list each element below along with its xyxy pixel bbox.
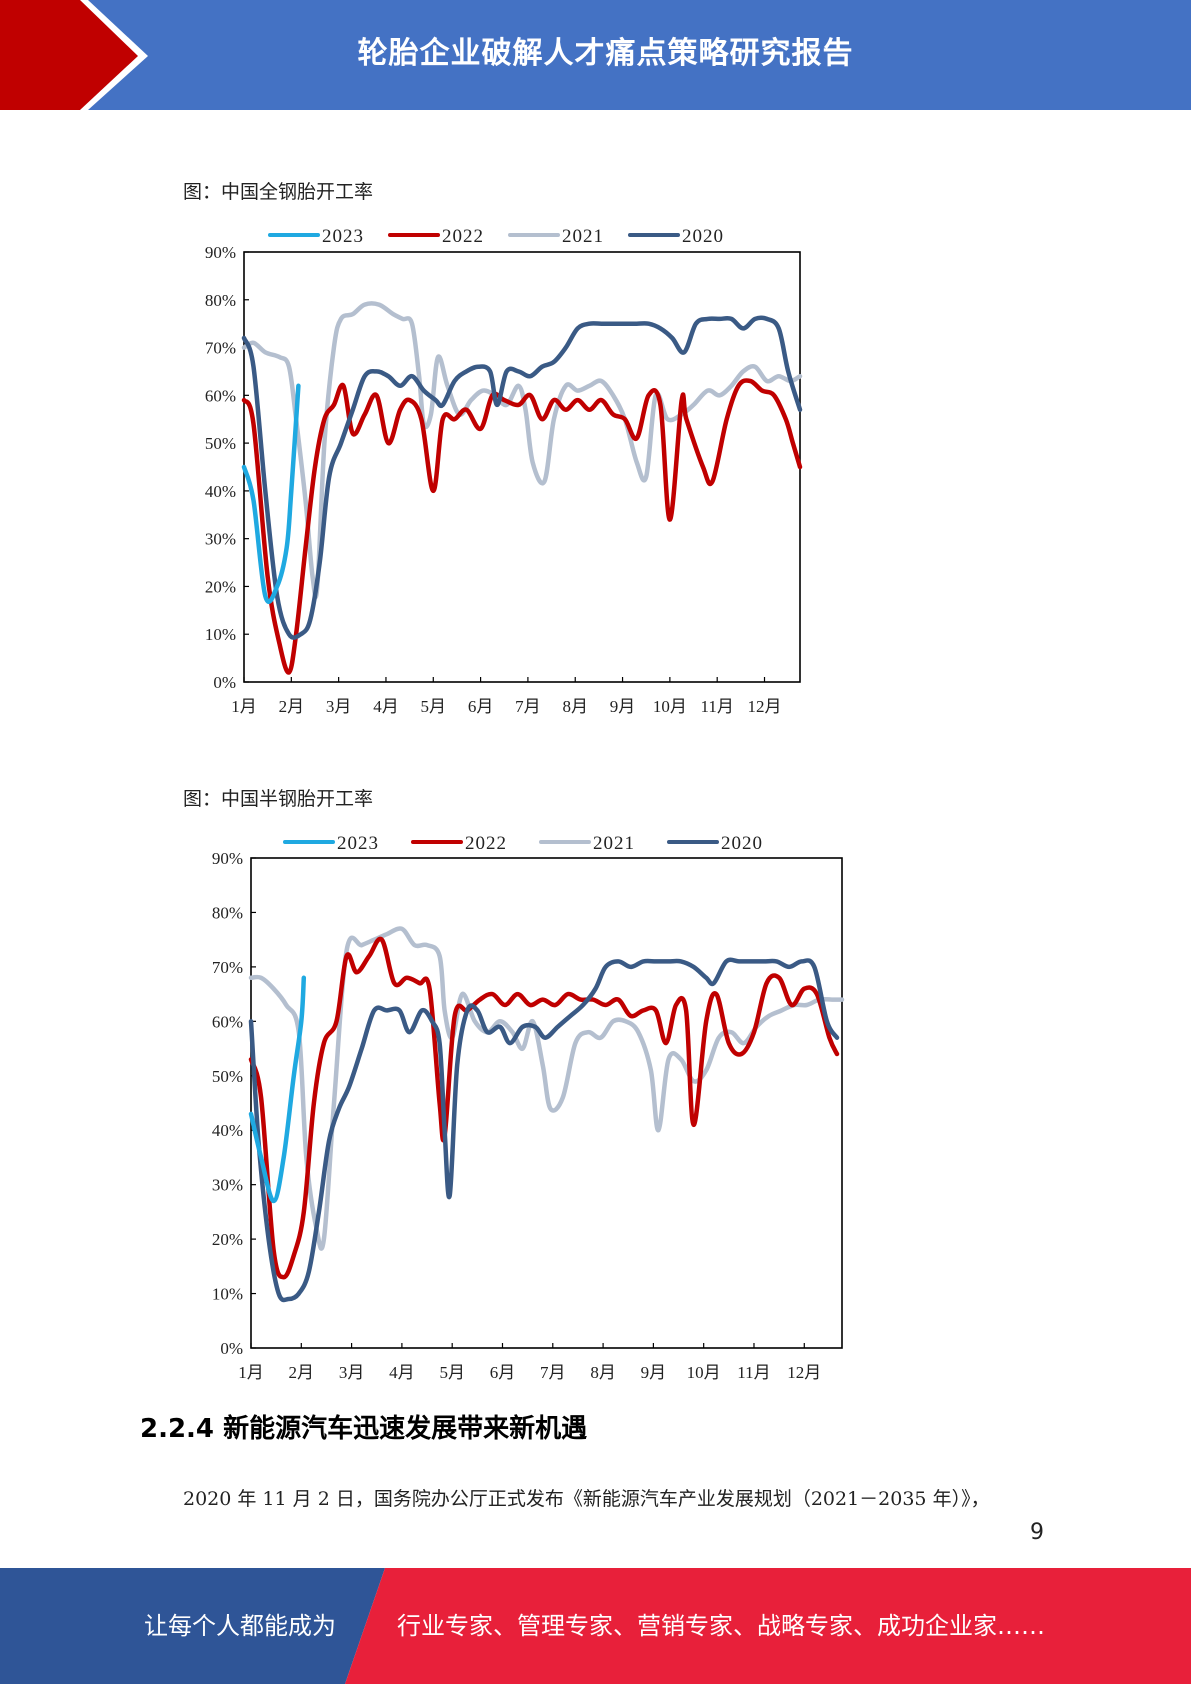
series-line-2023	[248, 975, 307, 1204]
x-tick-label: 5月	[439, 1363, 465, 1382]
plot-frame	[250, 857, 843, 1349]
x-tick-label: 12月	[787, 1363, 821, 1382]
x-tick-label: 4月	[389, 1363, 415, 1382]
x-tick-label: 4月	[373, 697, 399, 716]
legend-label-2023: 2023	[322, 226, 364, 247]
series-line-2022	[248, 936, 840, 1280]
x-tick-label: 2月	[279, 697, 305, 716]
footer-slogan-left: 让每个人都能成为	[144, 1612, 336, 1640]
x-tick-label: 12月	[748, 697, 782, 716]
y-tick-label: 70%	[205, 339, 236, 358]
y-tick-label: 0%	[213, 673, 236, 692]
y-tick-label: 30%	[212, 1176, 243, 1195]
series-line-2020	[248, 957, 840, 1303]
x-tick-label: 10月	[687, 1363, 721, 1382]
x-tick-label: 2月	[289, 1363, 315, 1382]
y-tick-label: 90%	[205, 243, 236, 262]
header-blue-band	[0, 0, 1191, 110]
legend-label-2020: 2020	[721, 833, 763, 854]
x-tick-label: 11月	[737, 1363, 770, 1382]
page-number: 9	[1030, 1520, 1044, 1545]
x-tick-label: 1月	[231, 697, 257, 716]
footer-red-band	[345, 1568, 1191, 1684]
section-heading: 2.2.4 新能源汽车迅速发展带来新机遇	[140, 1414, 588, 1444]
y-tick-label: 90%	[212, 849, 243, 868]
x-tick-label: 9月	[610, 697, 636, 716]
series-line-2020	[241, 315, 803, 640]
x-tick-label: 11月	[701, 697, 734, 716]
report-title: 轮胎企业破解人才痛点策略研究报告	[357, 36, 854, 71]
x-tick-label: 6月	[490, 1363, 516, 1382]
y-tick-label: 50%	[205, 434, 236, 453]
y-tick-label: 80%	[212, 903, 243, 922]
series-line-2021	[248, 926, 845, 1251]
body-paragraph: 2020 年 11 月 2 日，国务院办公厅正式发布《新能源汽车产业发展规划（2…	[183, 1488, 990, 1510]
y-tick-label: 30%	[205, 530, 236, 549]
chart-2-caption: 图：中国半钢胎开工率	[183, 788, 374, 810]
chart-all-steel-tire-operating-rate: 2023 2022 2021 2020 0% 10% 20% 30% 40% 50% 60% 70% 8…	[180, 210, 820, 730]
series-line-2021	[241, 301, 803, 600]
y-tick-label: 70%	[212, 958, 243, 977]
x-tick-label: 5月	[421, 697, 447, 716]
y-tick-label: 0%	[220, 1339, 243, 1358]
footer-slogan-right: 行业专家、管理专家、营销专家、战略专家、成功企业家……	[397, 1612, 1045, 1640]
legend-label-2022: 2022	[465, 833, 507, 854]
x-tick-label: 7月	[515, 697, 541, 716]
x-tick-label: 1月	[238, 1363, 264, 1382]
x-tick-label: 3月	[339, 1363, 365, 1382]
header-red-arrow	[0, 0, 138, 110]
x-tick-label: 3月	[326, 697, 352, 716]
header-background	[0, 0, 1191, 110]
x-tick-label: 8月	[562, 697, 588, 716]
legend-label-2021: 2021	[593, 833, 635, 854]
footer-banner: 让每个人都能成为 行业专家、管理专家、营销专家、战略专家、成功企业家……	[0, 1568, 1191, 1684]
footer-blue-band	[0, 1568, 385, 1684]
y-tick-label: 80%	[205, 291, 236, 310]
chart-semi-steel-tire-operating-rate: 2023 2022 2021 2020 0% 10% 20% 30% 40% 50% 60% 70% 8…	[180, 818, 880, 1388]
y-tick-label: 20%	[205, 577, 236, 596]
header-banner: 轮胎企业破解人才痛点策略研究报告	[0, 0, 1191, 110]
x-tick-label: 10月	[653, 697, 687, 716]
legend-label-2020: 2020	[682, 226, 724, 247]
chart-1-svg: 2023 2022 2021 2020 0% 10% 20% 30% 40% 50% 60% 70% 8…	[205, 226, 803, 716]
legend-label-2021: 2021	[562, 226, 604, 247]
x-tick-label: 8月	[590, 1363, 616, 1382]
series-line-2023	[241, 383, 301, 604]
y-tick-label: 60%	[205, 386, 236, 405]
y-tick-label: 10%	[205, 625, 236, 644]
y-tick-label: 60%	[212, 1012, 243, 1031]
y-tick-label: 50%	[212, 1067, 243, 1086]
x-tick-label: 9月	[641, 1363, 667, 1382]
legend-label-2023: 2023	[337, 833, 379, 854]
y-tick-label: 10%	[212, 1285, 243, 1304]
y-tick-label: 20%	[212, 1230, 243, 1249]
series-line-2022	[241, 378, 803, 675]
legend-label-2022: 2022	[442, 226, 484, 247]
chart-2-svg: 2023 2022 2021 2020 0% 10% 20% 30% 40% 50% 60% 70% 8…	[212, 833, 845, 1382]
y-tick-label: 40%	[205, 482, 236, 501]
y-tick-label: 40%	[212, 1121, 243, 1140]
x-tick-label: 7月	[540, 1363, 566, 1382]
chart-1-caption: 图：中国全钢胎开工率	[183, 181, 374, 203]
x-tick-label: 6月	[468, 697, 494, 716]
footer-background	[0, 1568, 1191, 1684]
